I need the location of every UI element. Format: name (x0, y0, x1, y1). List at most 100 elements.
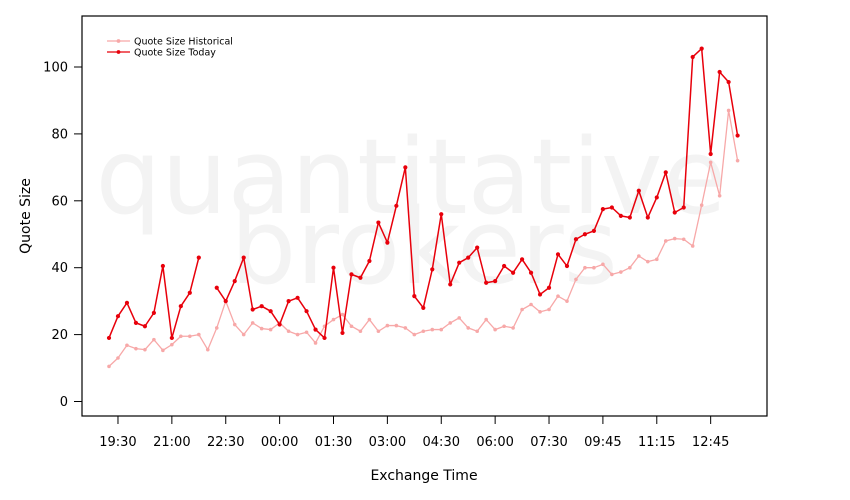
data-point (277, 322, 282, 327)
y-tick-label: 20 (51, 328, 68, 343)
series-historical (107, 108, 740, 369)
legend-swatch-marker (116, 50, 121, 54)
data-point (493, 327, 497, 332)
data-point (358, 275, 363, 280)
data-point (672, 210, 677, 215)
data-point (637, 254, 641, 258)
x-tick-label: 21:00 (153, 435, 190, 450)
data-point (259, 326, 264, 331)
data-point (573, 237, 579, 242)
data-point (421, 305, 426, 310)
series-layer (106, 46, 740, 369)
data-point (340, 312, 345, 317)
data-point (188, 334, 192, 339)
data-point (286, 329, 291, 334)
legend-label: Quote Size Today (134, 47, 216, 58)
data-point (259, 304, 264, 309)
data-point (133, 320, 139, 325)
data-point (412, 332, 417, 337)
data-point (646, 259, 650, 264)
data-point (412, 294, 417, 299)
data-point (726, 108, 731, 113)
x-tick-label: 01:30 (315, 435, 352, 450)
data-point (116, 356, 120, 360)
x-tick-label: 22:30 (207, 435, 244, 450)
x-tick-label: 04:30 (423, 435, 460, 450)
data-point (349, 272, 354, 277)
data-point (187, 290, 192, 295)
data-point (457, 316, 462, 320)
data-point (214, 285, 219, 290)
x-tick-label: 06:00 (476, 435, 513, 450)
data-point (564, 263, 570, 269)
data-point (528, 270, 534, 275)
data-point (241, 332, 246, 337)
data-point (610, 272, 614, 277)
data-point (502, 324, 506, 329)
data-point (708, 151, 713, 157)
x-tick-label: 07:30 (530, 435, 567, 450)
x-axis-label: Exchange Time (370, 468, 477, 484)
data-point (475, 245, 480, 250)
data-point (627, 215, 632, 220)
data-point (178, 304, 183, 309)
y-axis: 0 20 40 60 80 100 (43, 61, 82, 410)
data-point (134, 346, 138, 351)
data-point (106, 335, 112, 341)
data-point (493, 278, 498, 284)
x-tick-label: 19:30 (99, 435, 136, 450)
legend-swatch-marker (116, 39, 121, 43)
data-point (322, 335, 327, 341)
data-point (268, 309, 273, 314)
data-point (645, 215, 650, 220)
data-point (403, 326, 408, 330)
data-point (520, 307, 524, 312)
data-point (726, 79, 731, 85)
data-point (735, 133, 740, 138)
data-point (313, 327, 318, 332)
data-point (537, 292, 543, 297)
data-point (502, 263, 507, 269)
data-point (161, 348, 165, 353)
data-point (385, 240, 390, 245)
data-point (367, 258, 372, 264)
data-point (376, 220, 381, 225)
data-point (197, 332, 201, 337)
y-tick-label: 0 (60, 395, 68, 410)
data-point (349, 324, 354, 329)
data-point (331, 265, 336, 270)
data-point (484, 317, 488, 322)
data-point (717, 69, 722, 75)
data-point (574, 277, 578, 282)
data-point (628, 265, 632, 270)
data-point (555, 252, 561, 257)
data-point (430, 327, 435, 332)
y-tick-label: 60 (51, 194, 68, 209)
data-point (583, 265, 587, 270)
data-point (690, 244, 695, 248)
data-point (546, 285, 552, 290)
data-point (170, 342, 174, 347)
data-point (143, 347, 147, 352)
data-point (250, 321, 255, 325)
data-point (601, 262, 605, 267)
data-point (160, 263, 165, 269)
data-point (394, 323, 399, 328)
data-point (654, 195, 659, 200)
data-point (690, 54, 695, 60)
data-point (448, 282, 453, 287)
data-point (475, 329, 479, 334)
data-point (591, 228, 597, 234)
data-point (708, 160, 713, 165)
data-point (268, 327, 273, 332)
data-point (430, 267, 435, 272)
x-tick-label: 12:45 (692, 435, 729, 450)
data-point (556, 294, 560, 298)
x-tick-label: 00:00 (261, 435, 298, 450)
x-axis: 19:30 21:00 22:30 00:00 01:30 03:00 04:30 06:00… (99, 416, 729, 450)
data-point (151, 310, 156, 315)
data-point (484, 280, 489, 285)
watermark-line-2: brokers (230, 186, 618, 308)
data-point (519, 257, 525, 262)
